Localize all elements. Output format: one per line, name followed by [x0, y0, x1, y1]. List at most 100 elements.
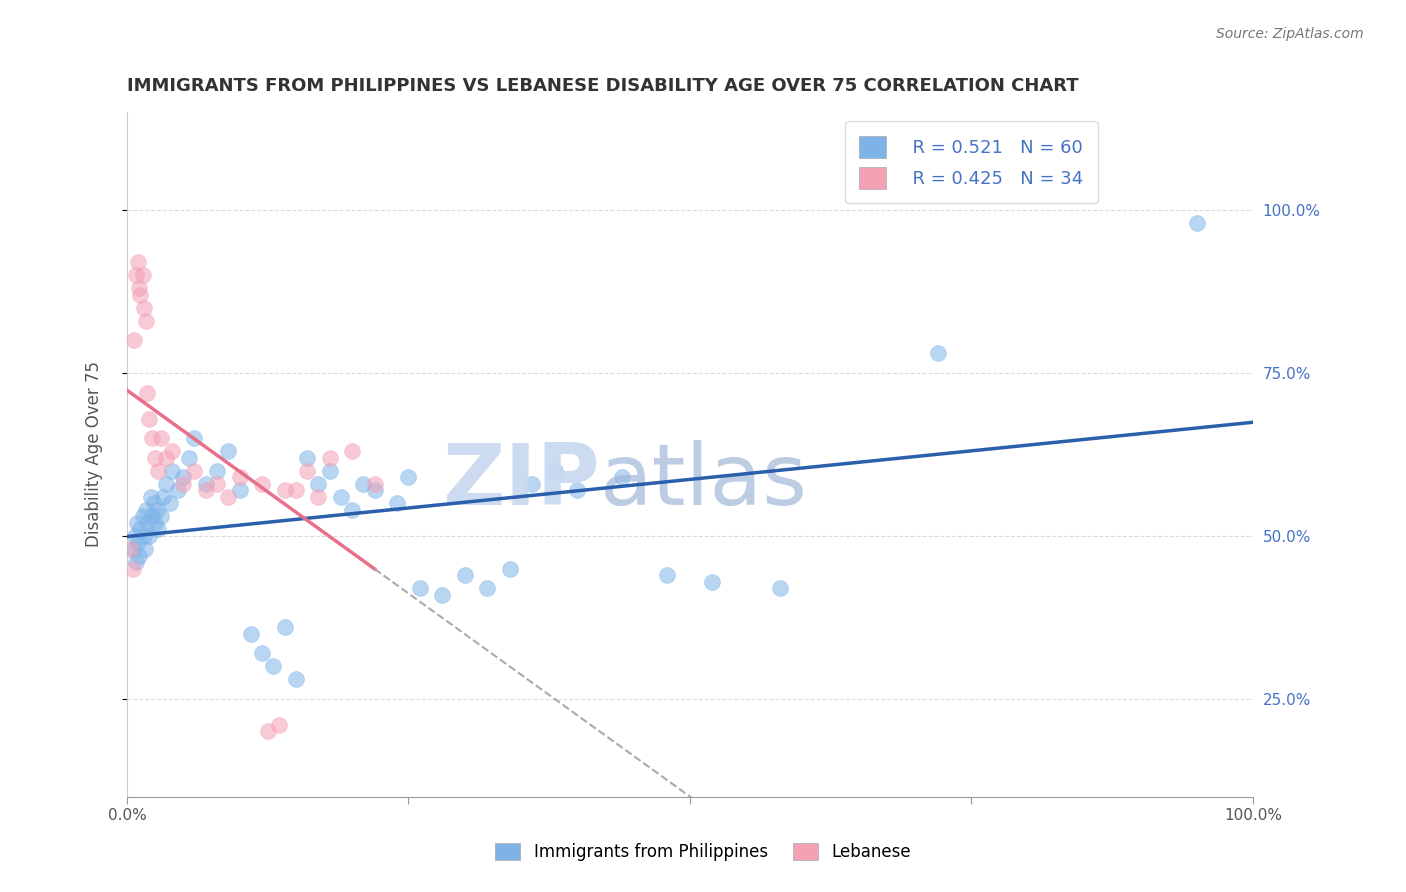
- Point: [205, 464, 228, 478]
- Point: [183, 464, 205, 478]
- Point: [131, 509, 153, 524]
- Point: [155, 450, 177, 465]
- Point: [128, 549, 150, 563]
- Point: [267, 718, 290, 732]
- Point: [149, 509, 172, 524]
- Point: [121, 561, 143, 575]
- Legend:   R = 0.521   N = 60,   R = 0.425   N = 34: R = 0.521 N = 60, R = 0.425 N = 34: [845, 121, 1098, 203]
- Point: [295, 464, 318, 478]
- Point: [177, 450, 200, 465]
- Point: [155, 476, 177, 491]
- Point: [205, 476, 228, 491]
- Point: [217, 490, 239, 504]
- Point: [284, 483, 307, 498]
- Point: [769, 581, 792, 595]
- Point: [141, 431, 163, 445]
- Point: [262, 659, 284, 673]
- Legend: Immigrants from Philippines, Lebanese: Immigrants from Philippines, Lebanese: [482, 830, 924, 875]
- Point: [295, 450, 318, 465]
- Point: [612, 470, 634, 484]
- Point: [363, 476, 385, 491]
- Point: [273, 483, 295, 498]
- Point: [172, 476, 194, 491]
- Point: [385, 496, 408, 510]
- Point: [927, 346, 949, 360]
- Point: [340, 444, 363, 458]
- Point: [307, 476, 329, 491]
- Point: [217, 444, 239, 458]
- Point: [396, 470, 419, 484]
- Point: [160, 444, 183, 458]
- Point: [125, 268, 148, 283]
- Point: [256, 724, 278, 739]
- Text: IMMIGRANTS FROM PHILIPPINES VS LEBANESE DISABILITY AGE OVER 75 CORRELATION CHART: IMMIGRANTS FROM PHILIPPINES VS LEBANESE …: [127, 78, 1078, 95]
- Point: [152, 490, 174, 504]
- Point: [127, 255, 149, 269]
- Point: [363, 483, 385, 498]
- Point: [143, 516, 166, 530]
- Point: [141, 509, 163, 524]
- Point: [228, 470, 250, 484]
- Point: [121, 541, 143, 556]
- Point: [477, 581, 499, 595]
- Point: [148, 464, 170, 478]
- Point: [228, 483, 250, 498]
- Point: [250, 646, 273, 660]
- Point: [544, 464, 567, 478]
- Point: [136, 516, 159, 530]
- Point: [142, 496, 165, 510]
- Point: [408, 581, 430, 595]
- Point: [136, 385, 159, 400]
- Point: [194, 476, 217, 491]
- Point: [657, 568, 679, 582]
- Point: [172, 470, 194, 484]
- Point: [194, 483, 217, 498]
- Point: [146, 503, 169, 517]
- Point: [702, 574, 724, 589]
- Point: [129, 523, 152, 537]
- Point: [134, 541, 156, 556]
- Point: [273, 620, 295, 634]
- Point: [160, 464, 183, 478]
- Point: [567, 483, 589, 498]
- Point: [132, 529, 155, 543]
- Point: [149, 431, 172, 445]
- Point: [499, 561, 522, 575]
- Text: Source: ZipAtlas.com: Source: ZipAtlas.com: [1216, 27, 1364, 41]
- Point: [122, 334, 145, 348]
- Point: [432, 588, 454, 602]
- Point: [139, 490, 162, 504]
- Point: [120, 541, 142, 556]
- Point: [143, 450, 166, 465]
- Point: [159, 496, 181, 510]
- Point: [138, 411, 160, 425]
- Point: [166, 483, 188, 498]
- Point: [135, 314, 157, 328]
- Point: [128, 281, 150, 295]
- Text: atlas: atlas: [600, 441, 808, 524]
- Text: ZIP: ZIP: [441, 441, 600, 524]
- Point: [307, 490, 329, 504]
- Point: [250, 476, 273, 491]
- Point: [125, 555, 148, 569]
- Point: [132, 301, 155, 315]
- Point: [352, 476, 374, 491]
- Y-axis label: Disability Age Over 75: Disability Age Over 75: [86, 361, 103, 548]
- Point: [340, 503, 363, 517]
- Point: [125, 516, 148, 530]
- Point: [183, 431, 205, 445]
- Point: [454, 568, 477, 582]
- Point: [124, 529, 146, 543]
- Point: [135, 503, 157, 517]
- Point: [131, 268, 153, 283]
- Point: [522, 476, 544, 491]
- Point: [129, 287, 152, 301]
- Point: [318, 464, 340, 478]
- Point: [127, 535, 149, 549]
- Point: [329, 490, 352, 504]
- Point: [148, 523, 170, 537]
- Point: [1185, 216, 1208, 230]
- Point: [284, 673, 307, 687]
- Point: [318, 450, 340, 465]
- Point: [239, 626, 262, 640]
